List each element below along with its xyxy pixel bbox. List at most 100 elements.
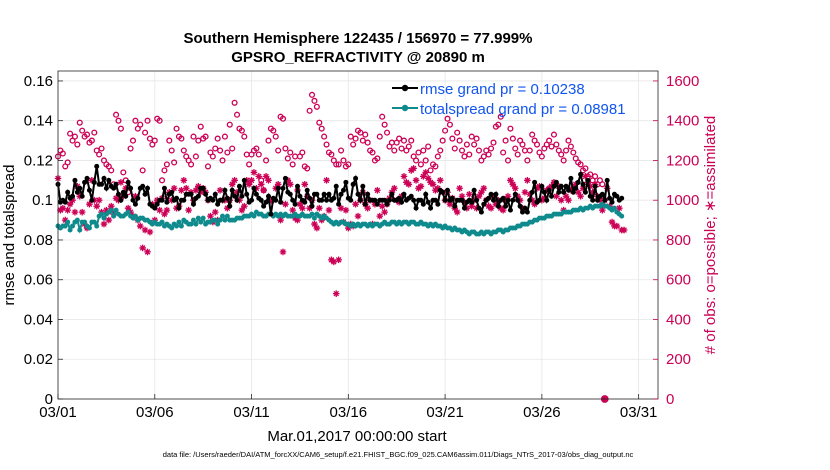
obs-assimilated-point	[64, 206, 71, 214]
rmse-point	[263, 199, 269, 205]
obs-possible-point	[64, 159, 71, 166]
rmse-point	[77, 185, 83, 191]
obs-possible-point	[279, 115, 287, 122]
obs-assimilated-point	[311, 220, 318, 228]
chart-title-line-1: Southern Hemisphere 122435 / 156970 = 77…	[184, 30, 533, 47]
obs-assimilated-point	[301, 181, 309, 188]
totalspread-point	[198, 219, 204, 225]
rmse-point	[181, 197, 187, 203]
rmse-point	[232, 193, 238, 199]
obs-possible-point	[495, 121, 502, 128]
rmse-point	[227, 203, 233, 209]
y-tick-label: 0.12	[24, 152, 53, 169]
obs-possible-point	[405, 143, 412, 150]
obs-possible-point	[292, 153, 299, 160]
rmse-point	[488, 191, 494, 197]
obs-assimilated-point	[412, 177, 420, 184]
obs-assimilated-point	[61, 216, 69, 224]
obs-possible-point	[71, 133, 78, 140]
obs-assimilated-point	[330, 258, 338, 266]
totalspread-point	[91, 219, 97, 225]
obs-assimilated-point	[238, 206, 246, 214]
rmse-point	[500, 195, 506, 201]
obs-assimilated-point	[78, 208, 86, 216]
obs-possible-point	[335, 161, 342, 168]
obs-possible-point	[231, 99, 238, 106]
rmse-point	[517, 203, 523, 209]
obs-assimilated-point	[429, 181, 437, 188]
obs-assimilated-point	[608, 218, 616, 226]
rmse-point	[79, 193, 85, 199]
totalspread-point	[212, 217, 218, 223]
obs-possible-point	[195, 137, 202, 144]
obs-assimilated-point	[284, 177, 292, 184]
obs-assimilated-point	[405, 181, 413, 188]
rmse-point	[239, 193, 245, 199]
obs-assimilated-point	[620, 226, 628, 234]
rmse-point	[565, 187, 571, 193]
rmse-point	[411, 197, 417, 203]
obs-possible-point	[161, 167, 168, 174]
rmse-point	[353, 175, 359, 181]
rmse-point	[510, 197, 516, 203]
totalspread-point	[159, 219, 165, 225]
legend-rmse-marker	[401, 84, 409, 92]
y-tick-label: 0.14	[24, 113, 53, 130]
rmse-point	[529, 189, 535, 195]
obs-possible-point	[98, 145, 105, 152]
rmse-point	[94, 163, 100, 169]
obs-assimilated-point	[553, 192, 560, 200]
obs-possible-point	[473, 135, 480, 142]
obs-assimilated-point	[274, 181, 282, 188]
obs-possible-point	[243, 151, 250, 158]
obs-possible-point	[500, 149, 507, 156]
obs-assimilated-point	[490, 192, 497, 200]
obs-assimilated-point	[599, 206, 606, 214]
obs-possible-point	[439, 137, 446, 144]
rmse-point	[326, 191, 332, 197]
obs-possible-point	[502, 137, 509, 144]
rmse-point	[282, 175, 288, 181]
totalspread-point	[86, 225, 92, 231]
obs-assimilated-point	[185, 206, 192, 214]
obs-assimilated-point	[400, 173, 408, 180]
obs-assimilated-point	[420, 173, 427, 180]
obs-possible-point	[437, 147, 444, 154]
obs-assimilated-point	[180, 177, 188, 184]
totalspread-point	[215, 221, 221, 227]
rmse-point	[413, 205, 419, 211]
totalspread-point	[108, 207, 114, 213]
obs-possible-point	[221, 133, 228, 140]
obs-assimilated-point	[228, 181, 236, 188]
obs-assimilated-point	[262, 173, 270, 180]
x-tick-label: 03/31	[620, 404, 658, 421]
rmse-point	[607, 195, 613, 201]
obs-possible-point	[560, 157, 567, 164]
totalspread-point	[220, 213, 226, 219]
obs-assimilated-point	[122, 184, 130, 192]
obs-assimilated-point	[250, 169, 258, 176]
obs-assimilated-point	[294, 216, 301, 224]
obs-possible-point	[567, 143, 574, 150]
totalspread-point	[70, 223, 76, 229]
rmse-point	[507, 207, 513, 213]
totalspread-point	[77, 227, 83, 233]
rmse-point	[384, 201, 390, 207]
totalspread-point	[178, 223, 184, 229]
rmse-point	[280, 185, 286, 191]
obs-assimilated-point	[163, 206, 171, 214]
obs-assimilated-point	[531, 200, 538, 208]
totalspread-point	[174, 223, 180, 229]
rmse-point	[541, 189, 547, 195]
obs-possible-point	[299, 149, 306, 156]
obs-possible-point	[550, 131, 558, 138]
rmse-point	[428, 205, 434, 211]
obs-possible-point	[166, 137, 173, 144]
obs-assimilated-point	[107, 202, 115, 210]
obs-possible-point	[333, 161, 340, 168]
rmse-point	[442, 197, 448, 203]
rmse-point	[101, 175, 107, 181]
obs-possible-point	[507, 125, 514, 132]
obs-possible-point	[485, 151, 492, 158]
obs-possible-point	[340, 157, 347, 164]
